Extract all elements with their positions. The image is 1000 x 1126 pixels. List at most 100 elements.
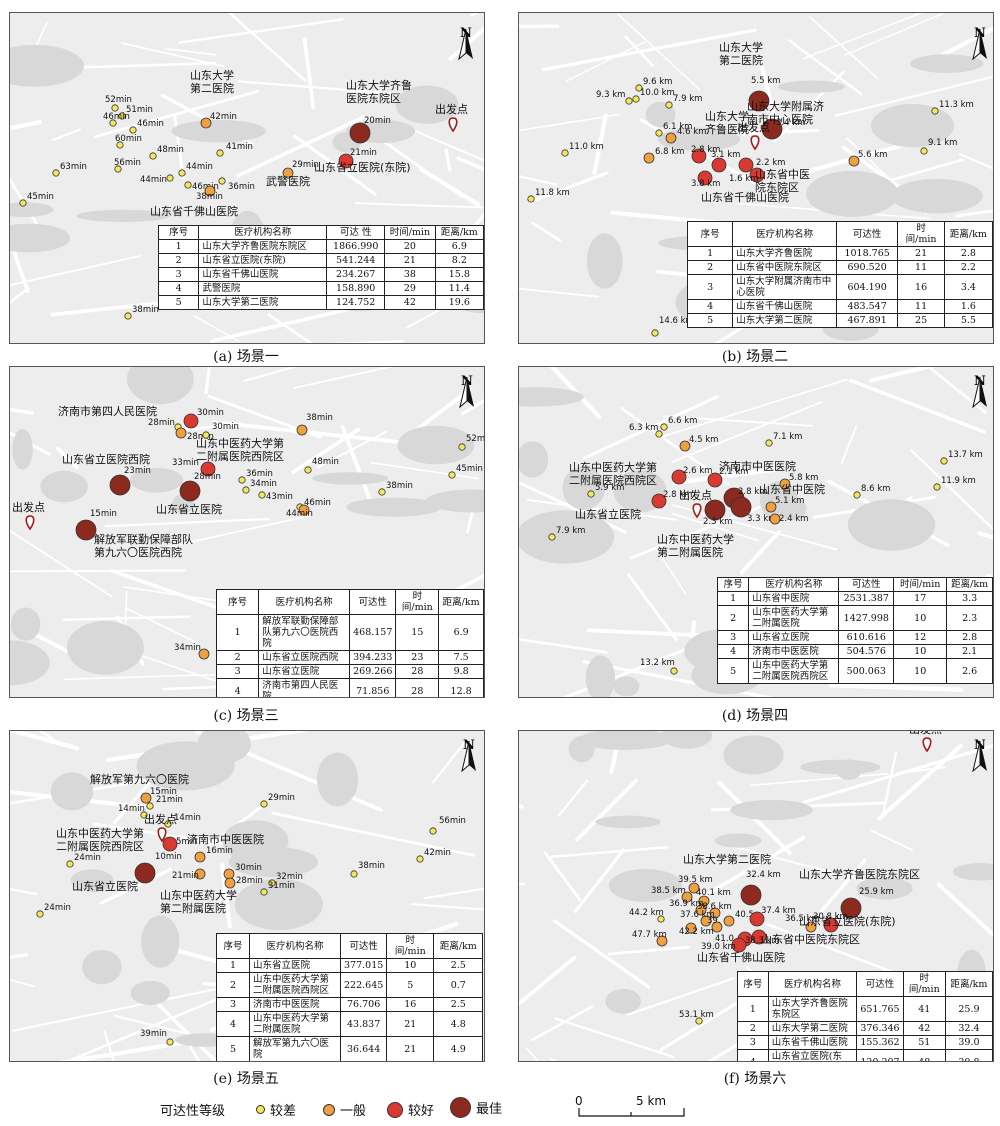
hospital-marker[interactable] <box>700 915 712 927</box>
hospital-marker[interactable] <box>304 466 312 474</box>
hospital-marker[interactable] <box>164 820 172 828</box>
hospital-marker[interactable] <box>146 802 154 810</box>
hospital-marker[interactable] <box>707 472 723 488</box>
hospital-marker[interactable] <box>711 157 727 173</box>
hospital-marker[interactable] <box>19 199 27 207</box>
hospital-marker[interactable] <box>378 488 386 496</box>
hospital-marker[interactable] <box>670 667 678 675</box>
hospital-marker[interactable] <box>853 491 861 499</box>
hospital-marker[interactable] <box>671 469 687 485</box>
hospital-marker[interactable] <box>149 152 157 160</box>
hospital-marker[interactable] <box>657 915 665 923</box>
hospital-marker[interactable] <box>527 195 535 203</box>
hospital-marker[interactable] <box>769 513 781 525</box>
hospital-marker[interactable] <box>695 1017 703 1025</box>
hospital-marker[interactable] <box>429 827 437 835</box>
hospital-marker[interactable] <box>109 119 117 127</box>
hospital-marker[interactable] <box>740 884 762 906</box>
hospital-marker[interactable] <box>665 101 673 109</box>
hospital-marker[interactable] <box>204 185 216 197</box>
hospital-marker[interactable] <box>202 431 210 439</box>
hospital-marker[interactable] <box>688 882 700 894</box>
hospital-marker[interactable] <box>194 851 206 863</box>
hospital-marker[interactable] <box>548 533 556 541</box>
hospital-marker[interactable] <box>242 486 250 494</box>
hospital-marker[interactable] <box>685 922 697 934</box>
hospital-marker[interactable] <box>761 118 783 140</box>
hospital-marker[interactable] <box>111 104 119 112</box>
hospital-marker[interactable] <box>66 860 74 868</box>
hospital-marker[interactable] <box>679 440 691 452</box>
hospital-marker[interactable] <box>218 177 226 185</box>
hospital-marker[interactable] <box>691 148 707 164</box>
hospital-marker[interactable] <box>848 155 860 167</box>
hospital-marker[interactable] <box>175 427 187 439</box>
hospital-marker[interactable] <box>198 648 210 660</box>
hospital-marker[interactable] <box>338 153 354 169</box>
hospital-marker[interactable] <box>298 504 310 516</box>
hospital-marker[interactable] <box>200 117 212 129</box>
hospital-marker[interactable] <box>36 910 44 918</box>
hospital-marker[interactable] <box>656 935 668 947</box>
hospital-marker[interactable] <box>179 480 201 502</box>
hospital-marker[interactable] <box>183 413 199 429</box>
hospital-marker[interactable] <box>223 868 235 880</box>
hospital-marker[interactable] <box>282 167 294 179</box>
hospital-marker[interactable] <box>258 491 266 499</box>
hospital-marker[interactable] <box>681 891 693 903</box>
hospital-marker[interactable] <box>933 483 941 491</box>
hospital-marker[interactable] <box>749 167 765 183</box>
hospital-marker[interactable] <box>709 907 721 919</box>
hospital-marker[interactable] <box>632 95 640 103</box>
hospital-marker[interactable] <box>140 792 152 804</box>
hospital-marker[interactable] <box>651 493 667 509</box>
hospital-marker[interactable] <box>166 174 174 182</box>
hospital-marker[interactable] <box>448 471 456 479</box>
hospital-marker[interactable] <box>116 141 124 149</box>
hospital-marker[interactable] <box>643 152 655 164</box>
hospital-marker[interactable] <box>711 921 723 933</box>
hospital-marker[interactable] <box>920 147 928 155</box>
hospital-marker[interactable] <box>651 329 659 337</box>
hospital-marker[interactable] <box>194 868 206 880</box>
hospital-marker[interactable] <box>124 312 132 320</box>
hospital-marker[interactable] <box>765 439 773 447</box>
hospital-marker[interactable] <box>416 855 424 863</box>
hospital-marker[interactable] <box>697 170 713 186</box>
hospital-marker[interactable] <box>140 811 148 819</box>
hospital-marker[interactable] <box>749 911 765 927</box>
hospital-marker[interactable] <box>118 112 126 120</box>
hospital-marker[interactable] <box>665 132 677 144</box>
hospital-marker[interactable] <box>805 921 817 933</box>
hospital-marker[interactable] <box>216 149 224 157</box>
hospital-marker[interactable] <box>260 800 268 808</box>
hospital-marker[interactable] <box>52 169 60 177</box>
hospital-marker[interactable] <box>731 937 747 953</box>
hospital-marker[interactable] <box>779 478 791 490</box>
hospital-marker[interactable] <box>931 107 939 115</box>
hospital-marker[interactable] <box>349 122 371 144</box>
hospital-marker[interactable] <box>109 474 131 496</box>
hospital-marker[interactable] <box>940 457 948 465</box>
hospital-marker[interactable] <box>224 877 236 889</box>
hospital-marker[interactable] <box>587 490 595 498</box>
hospital-marker[interactable] <box>840 897 862 919</box>
hospital-marker[interactable] <box>75 519 97 541</box>
hospital-marker[interactable] <box>561 149 569 157</box>
hospital-marker[interactable] <box>704 499 726 521</box>
hospital-marker[interactable] <box>635 84 643 92</box>
hospital-marker[interactable] <box>184 181 192 189</box>
hospital-marker[interactable] <box>730 496 752 518</box>
hospital-marker[interactable] <box>134 862 156 884</box>
hospital-marker[interactable] <box>162 836 178 852</box>
hospital-marker[interactable] <box>178 169 186 177</box>
hospital-marker[interactable] <box>166 1038 174 1046</box>
hospital-marker[interactable] <box>655 430 663 438</box>
hospital-marker[interactable] <box>200 461 216 477</box>
hospital-marker[interactable] <box>695 904 707 916</box>
hospital-marker[interactable] <box>625 97 633 105</box>
hospital-marker[interactable] <box>296 424 308 436</box>
hospital-marker[interactable] <box>129 126 137 134</box>
hospital-marker[interactable] <box>823 917 839 933</box>
hospital-marker[interactable] <box>655 129 663 137</box>
